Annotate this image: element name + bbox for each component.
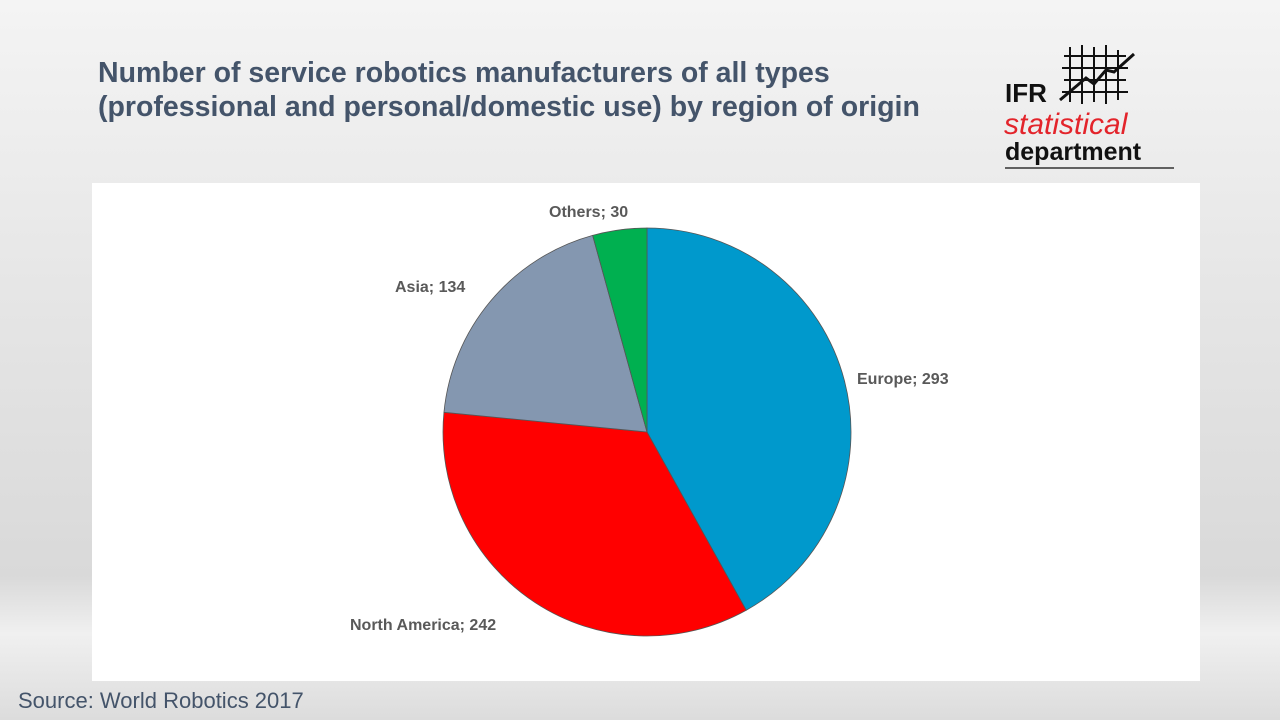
pie-slice-others xyxy=(592,227,648,433)
source-note: Source: World Robotics 2017 xyxy=(18,688,304,713)
data-label: Asia; 134 xyxy=(395,279,465,296)
pie-chart: Europe; 293 North America; 242 Asia; 134 Ot… xyxy=(350,204,949,637)
pie-slice-asia xyxy=(443,234,648,433)
ifr-logo: IFR statistical department xyxy=(1004,45,1174,169)
data-label: Europe; 293 xyxy=(857,371,949,388)
pie-slice-europe xyxy=(646,227,852,611)
plot-area: Europe; 293 North America; 242 Asia; 134 Ot… xyxy=(92,183,1200,681)
data-label: North America; 242 xyxy=(350,617,496,634)
data-label: Others; 30 xyxy=(549,204,628,221)
pie-slice-north-america xyxy=(442,411,747,637)
svg-text:IFR: IFR xyxy=(1005,78,1047,108)
chart-title: Number of service robotics manufacturers… xyxy=(98,57,920,123)
svg-text:department: department xyxy=(1005,138,1142,166)
svg-text:statistical: statistical xyxy=(1004,108,1129,141)
